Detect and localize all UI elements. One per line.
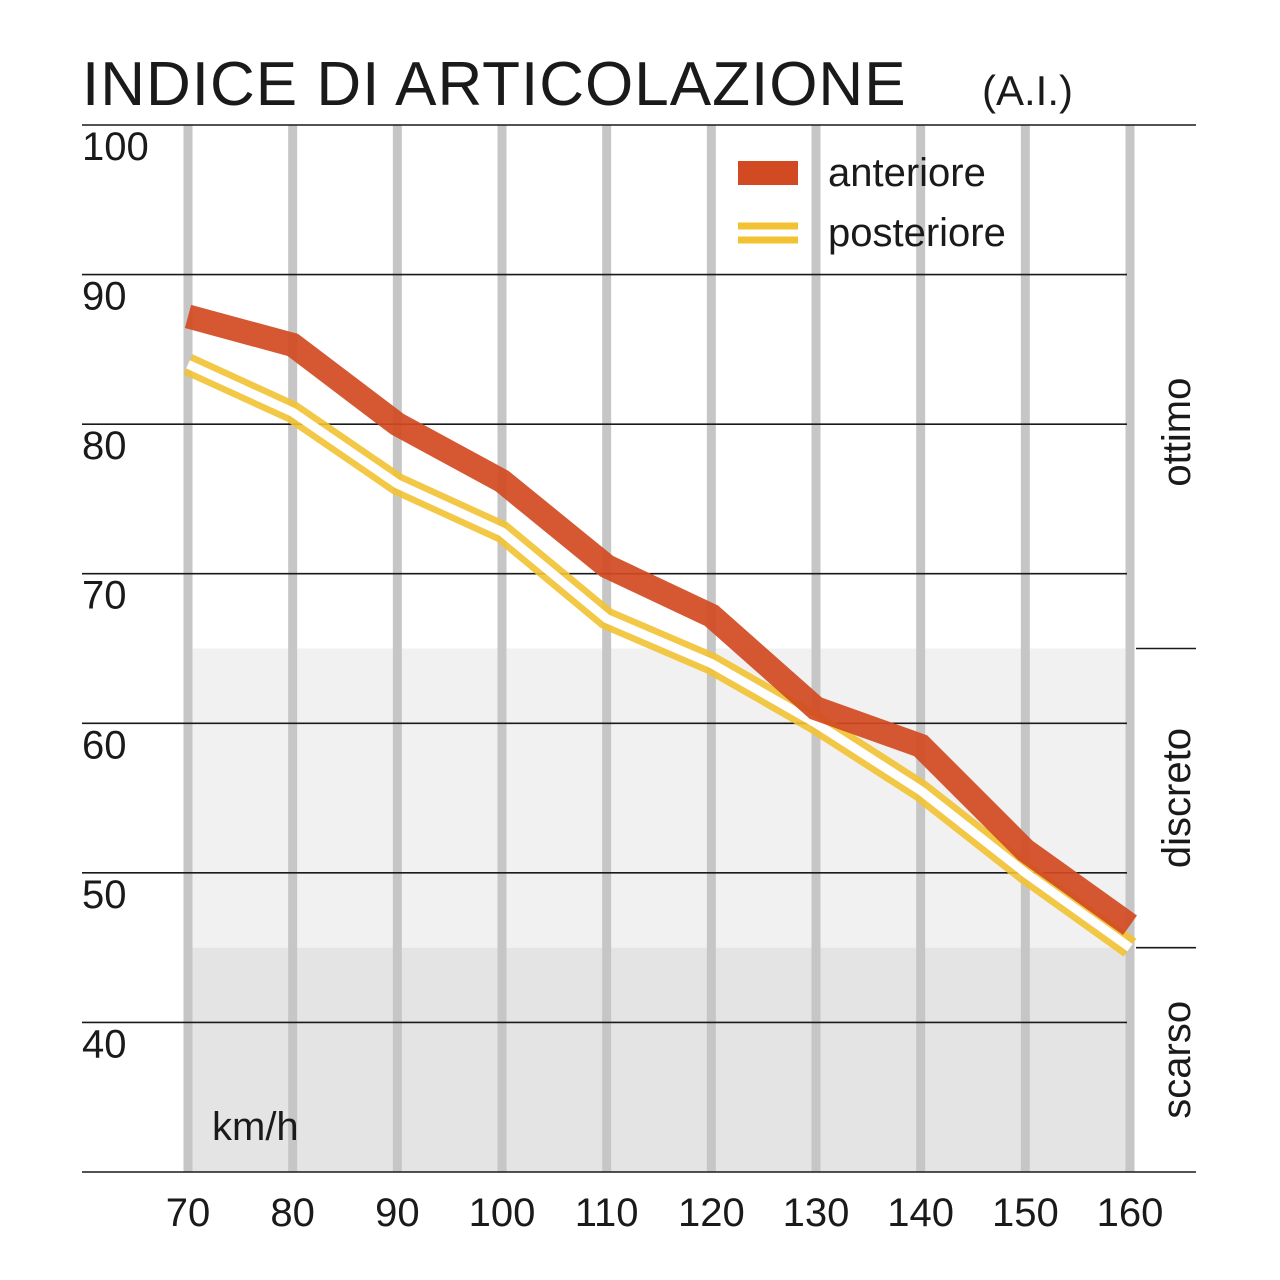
y-tick-label-100: 100	[82, 125, 149, 169]
series-lines	[183, 304, 1137, 957]
y-tick-label-40: 40	[82, 1022, 127, 1066]
chart-subtitle: (A.I.)	[982, 67, 1073, 114]
series-line-posteriore-inner	[186, 360, 1133, 952]
y-tick-label-80: 80	[82, 424, 127, 468]
chart-title: INDICE DI ARTICOLAZIONE	[82, 50, 907, 119]
x-tick-label-150: 150	[992, 1191, 1059, 1235]
y-tick-label-90: 90	[82, 275, 127, 319]
vertical-gridlines	[183, 125, 1135, 1172]
legend-label-posteriore: posteriore	[828, 211, 1006, 255]
y-tick-labels: 40 50 60 70 80 90 100	[82, 125, 149, 1066]
band-label-ottimo: ottimo	[1155, 378, 1199, 487]
x-tick-label-90: 90	[375, 1191, 420, 1235]
legend: anteriore posteriore	[738, 151, 1006, 255]
band-label-scarso: scarso	[1155, 1001, 1199, 1119]
x-tick-label-160: 160	[1097, 1191, 1164, 1235]
band-scarso	[188, 947, 1130, 1172]
series-line-anteriore	[184, 304, 1137, 935]
x-axis-unit-label: km/h	[212, 1105, 299, 1149]
x-tick-label-80: 80	[270, 1191, 315, 1235]
series-line-posteriore	[183, 354, 1137, 957]
horizontal-gridlines	[82, 124, 1196, 1173]
x-tick-label-130: 130	[783, 1191, 850, 1235]
x-tick-labels: 70 80 90 100 110 120 130 140 150 160	[166, 1191, 1164, 1235]
band-labels: ottimo discreto scarso	[1155, 378, 1199, 1119]
band-label-discreto: discreto	[1155, 728, 1199, 868]
x-tick-label-100: 100	[469, 1191, 536, 1235]
x-tick-label-140: 140	[887, 1191, 954, 1235]
legend-swatch-anteriore	[738, 161, 798, 185]
legend-label-anteriore: anteriore	[828, 151, 986, 195]
y-tick-label-50: 50	[82, 873, 127, 917]
x-tick-label-120: 120	[678, 1191, 745, 1235]
x-tick-label-70: 70	[166, 1191, 211, 1235]
y-tick-label-60: 60	[82, 723, 127, 767]
x-tick-label-110: 110	[575, 1191, 639, 1235]
y-tick-label-70: 70	[82, 574, 127, 618]
